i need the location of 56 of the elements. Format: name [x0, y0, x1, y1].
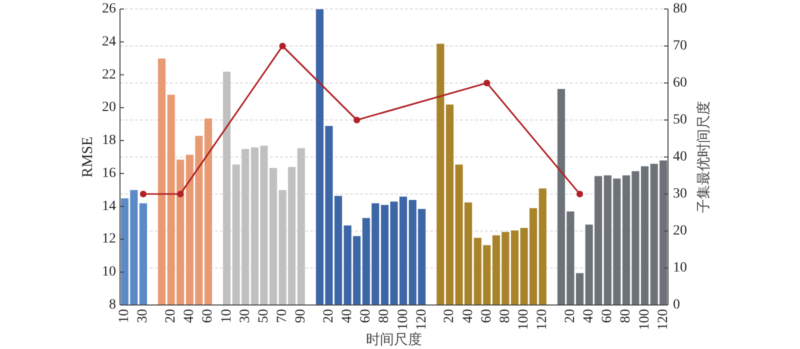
y2-tick-label: 70: [673, 38, 687, 54]
x-tick-label: 20: [562, 309, 578, 323]
point: [140, 190, 147, 198]
x-tick-label: 90: [294, 309, 309, 323]
point: [354, 116, 360, 124]
y-tick-label: 24: [102, 34, 116, 50]
x-tick-label: 80: [377, 309, 392, 323]
point: [576, 190, 584, 198]
y2-tick-label: 0: [673, 298, 680, 312]
point: [177, 190, 184, 198]
x-tick-label: 60: [200, 309, 216, 323]
y2-tick-label: 50: [673, 112, 687, 128]
x-tick-label: 10: [219, 309, 234, 323]
x-tick-label: 30: [136, 309, 151, 323]
x-tick-label: 70: [275, 309, 290, 323]
x-tick-label: 120: [414, 309, 430, 330]
y-tick-label: 8: [109, 298, 116, 312]
y-tick-label: 16: [102, 166, 116, 181]
y-tick-label: 22: [102, 67, 116, 82]
y2-tick-label: 80: [673, 2, 687, 16]
x-tick-label: 100: [396, 309, 411, 330]
x-tick-label: 40: [340, 309, 356, 323]
x-axis-title: 时间尺度: [366, 332, 422, 348]
y2-tick-label: 10: [673, 260, 687, 276]
x-tick-label: 120: [656, 309, 671, 330]
x-tick-label: 100: [637, 309, 652, 330]
x-tick-label: 120: [535, 309, 550, 330]
y-tick-label: 14: [102, 198, 116, 214]
y2-tick-label: 40: [673, 150, 687, 164]
x-tick-label: 40: [182, 309, 198, 323]
y-tick-label: 12: [102, 232, 116, 247]
x-tick-label: 60: [358, 309, 374, 323]
y-tick-label: 10: [102, 264, 116, 280]
x-tick-label: 60: [479, 309, 494, 323]
y-tick-label: 18: [102, 133, 116, 148]
x-tick-label: 40: [582, 309, 597, 323]
y-axis-title: RMSE: [80, 136, 96, 178]
y-tick-label: 26: [102, 2, 116, 16]
x-tick-label: 20: [164, 309, 179, 323]
x-tick-label: 80: [618, 309, 634, 323]
point: [279, 42, 286, 50]
y2-tick-label: 30: [673, 186, 687, 202]
x-tick-label: 20: [321, 309, 336, 323]
x-tick-label: 10: [117, 309, 132, 323]
x-tick-label: 40: [460, 309, 476, 323]
x-tick-label: 100: [516, 309, 532, 330]
y2-tick-label: 60: [673, 76, 687, 90]
x-tick-label: 30: [238, 309, 253, 323]
y-tick-label: 20: [102, 100, 116, 116]
point: [484, 80, 490, 86]
y2-axis-title: 子集最优时间尺度: [696, 101, 712, 213]
y2-tick-label: 20: [673, 224, 687, 238]
x-tick-label: 20: [442, 309, 458, 323]
x-tick-label: 50: [256, 309, 272, 323]
x-tick-label: 60: [600, 309, 616, 323]
x-tick-label: 80: [498, 309, 513, 323]
